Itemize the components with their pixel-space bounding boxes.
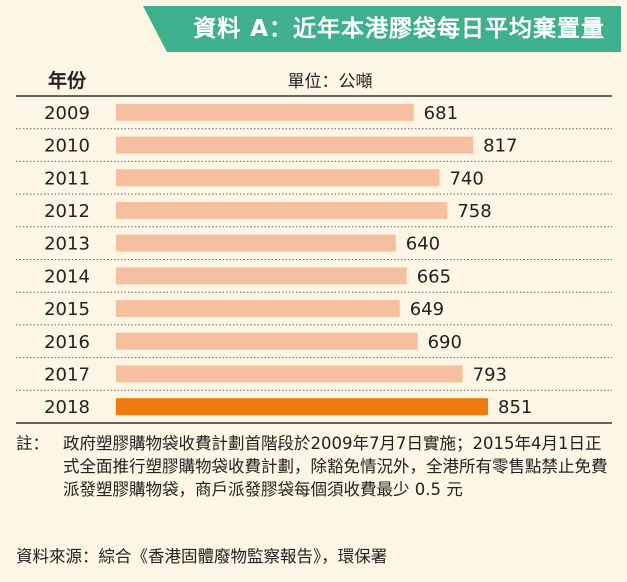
unit-label: 單位：公噸: [288, 72, 373, 92]
year-label: 2015: [44, 299, 90, 320]
value-label: 758: [457, 201, 491, 222]
footnote-label: 註：: [16, 434, 49, 453]
year-label: 2018: [44, 397, 90, 418]
bar: [116, 169, 440, 187]
value-label: 690: [428, 332, 462, 353]
bar: [116, 300, 400, 318]
bar: [116, 103, 414, 121]
bar: [116, 365, 463, 383]
value-label: 740: [449, 168, 483, 189]
chart-rows: 2009 681 2010 817 2011 740 2012 758 2013 640 2014 6…: [16, 103, 612, 424]
year-label: 2016: [44, 332, 90, 353]
year-label: 2017: [44, 364, 90, 385]
year-label: 2012: [44, 201, 90, 222]
value-label: 640: [406, 234, 440, 255]
bar: [116, 267, 407, 285]
chart-title: 資料 A：近年本港膠袋每日平均棄置量: [143, 6, 621, 52]
bar-chart: 年份 單位：公噸 2009 681 2010 817 2011 740 2012 758 201…: [16, 69, 612, 424]
bar: [116, 234, 396, 252]
value-label: 649: [410, 299, 444, 320]
value-label: 665: [417, 266, 451, 287]
bar: [116, 332, 418, 350]
year-label: 2011: [44, 168, 90, 189]
value-label: 817: [483, 136, 517, 157]
year-column-header: 年份: [48, 69, 87, 92]
footnote-text: 政府塑膠購物袋收費計劃首階段於2009年7月7日實施；2015年4月1日正式全面…: [63, 434, 608, 499]
year-label: 2013: [44, 234, 90, 255]
source-text: 資料來源：綜合《香港固體廢物監察報告》，環保署: [16, 547, 388, 566]
bar: [116, 201, 448, 219]
value-label: 793: [473, 364, 507, 385]
value-label: 851: [498, 397, 532, 418]
bar: [116, 398, 488, 416]
year-label: 2010: [44, 136, 90, 157]
value-label: 681: [424, 103, 458, 124]
bar: [116, 136, 474, 154]
year-label: 2014: [44, 266, 90, 287]
year-label: 2009: [44, 103, 90, 124]
